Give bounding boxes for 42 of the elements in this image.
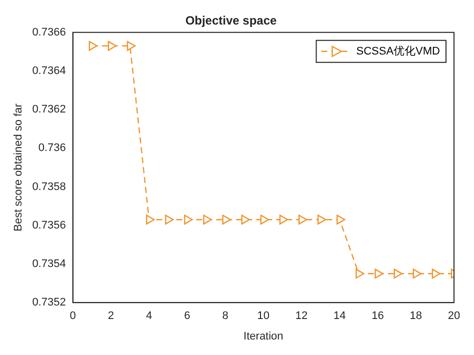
y-tick-label: 0.7362 (32, 104, 66, 116)
point (317, 214, 326, 225)
x-axis-title: Iteration (244, 330, 284, 342)
point (298, 214, 308, 225)
point (394, 268, 402, 279)
y-tick-label: 0.736 (38, 142, 66, 154)
point (108, 40, 117, 51)
y-tick-label: 0.7352 (32, 296, 66, 309)
point (146, 214, 155, 225)
x-tick-label: 14 (334, 310, 346, 322)
x-tick-label: 12 (295, 310, 308, 322)
y-tick-label: 0.7364 (32, 65, 66, 78)
x-tick-label: 4 (146, 310, 152, 322)
point (165, 214, 174, 225)
chart-title: Objective space (185, 14, 278, 28)
point (374, 268, 384, 279)
x-tick-label: 10 (257, 310, 270, 322)
x-tick-label: 16 (372, 310, 384, 322)
point (203, 214, 212, 225)
y-axis-title: Best score obtained so far (12, 103, 25, 232)
x-tick-label: 8 (222, 310, 228, 322)
y-tick-label: 0.7358 (32, 180, 66, 193)
x-tick-label: 2 (108, 310, 114, 322)
y-tick-label: 0.7366 (32, 26, 66, 38)
point (412, 268, 422, 279)
point (260, 214, 270, 225)
x-tick-label: 18 (410, 310, 422, 322)
legend-label: SCSSA优化VMD (356, 45, 440, 58)
x-tick-label: 20 (448, 310, 460, 322)
point (336, 214, 346, 225)
y-tick-label: 0.7354 (32, 258, 66, 270)
point (126, 40, 136, 51)
point (88, 40, 98, 51)
point (241, 214, 250, 225)
point (356, 268, 364, 279)
y-tick-label: 0.7356 (32, 219, 66, 232)
point (222, 214, 231, 225)
point (279, 214, 288, 225)
x-tick-label: 6 (184, 310, 190, 322)
point (432, 268, 441, 279)
x-tick-label: 0 (70, 310, 76, 322)
point (184, 214, 193, 225)
